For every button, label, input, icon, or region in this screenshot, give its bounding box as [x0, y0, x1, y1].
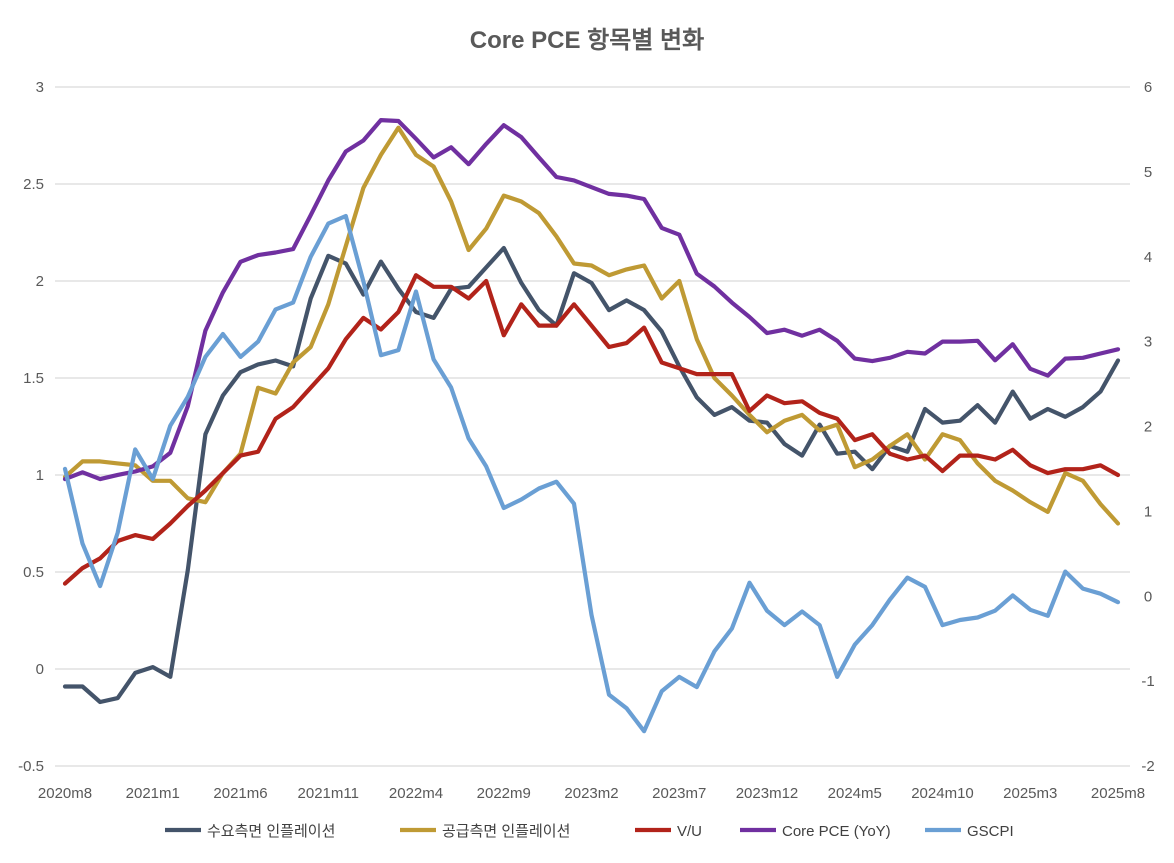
series-line-3 [62, 117, 1121, 482]
x-axis: 2020m8 2021m1 2021m6 2021m11 2022m4 2022m9 202… [38, 785, 1145, 802]
x-tick-label: 2024m5 [828, 785, 882, 802]
x-tick-label: 2021m1 [126, 785, 180, 802]
right-y-tick-label: 4 [1144, 249, 1152, 266]
right-y-tick-label: -1 [1141, 673, 1154, 690]
legend-label: 수요측면 인플레이션 [207, 823, 335, 840]
left-y-tick-label: 1 [36, 467, 44, 484]
left-y-axis: -0.5 0 0.5 1 1.5 2 2.5 3 [18, 79, 44, 775]
legend-item: GSCPI [925, 823, 1014, 840]
x-tick-label: 2021m11 [298, 785, 359, 802]
right-y-axis: -2 -1 0 1 2 3 4 5 6 [1141, 79, 1154, 775]
legend: 수요측면 인플레이션 공급측면 인플레이션 V/U Core PCE (YoY) GSC… [165, 823, 1014, 840]
x-tick-label: 2021m6 [213, 785, 267, 802]
legend-label: 공급측면 인플레이션 [442, 823, 570, 840]
legend-label: V/U [677, 823, 702, 840]
left-y-tick-label: 1.5 [23, 370, 44, 387]
left-y-tick-label: 0 [36, 661, 44, 678]
x-tick-label: 2023m12 [736, 785, 799, 802]
x-tick-label: 2020m8 [38, 785, 92, 802]
right-y-tick-label: 6 [1144, 79, 1152, 96]
legend-item: V/U [635, 823, 702, 840]
series-line-4 [62, 213, 1121, 734]
left-y-tick-label: 3 [36, 79, 44, 96]
series-line-2 [62, 273, 1121, 586]
legend-item: 수요측면 인플레이션 [165, 823, 335, 840]
x-tick-label: 2023m2 [564, 785, 618, 802]
right-y-tick-label: 5 [1144, 164, 1152, 181]
series-lines [62, 117, 1121, 734]
left-y-tick-label: 0.5 [23, 564, 44, 581]
legend-item: Core PCE (YoY) [740, 823, 891, 840]
x-tick-label: 2022m4 [389, 785, 443, 802]
left-y-tick-label: -0.5 [18, 758, 44, 775]
x-tick-label: 2023m7 [652, 785, 706, 802]
right-y-tick-label: 0 [1144, 588, 1152, 605]
x-tick-label: 2025m8 [1091, 785, 1145, 802]
legend-label: GSCPI [967, 823, 1014, 840]
chart-title: Core PCE 항목별 변화 [470, 27, 704, 54]
legend-label: Core PCE (YoY) [782, 823, 891, 840]
series-line-0 [62, 245, 1121, 705]
x-tick-label: 2022m9 [477, 785, 531, 802]
x-tick-label: 2025m3 [1003, 785, 1057, 802]
right-y-tick-label: 1 [1144, 503, 1152, 520]
legend-item: 공급측면 인플레이션 [400, 823, 570, 840]
right-y-tick-label: 2 [1144, 419, 1152, 436]
left-y-tick-label: 2 [36, 273, 44, 290]
left-y-tick-label: 2.5 [23, 176, 44, 193]
x-tick-label: 2024m10 [911, 785, 974, 802]
right-y-tick-label: -2 [1141, 758, 1154, 775]
right-y-tick-label: 3 [1144, 334, 1152, 351]
